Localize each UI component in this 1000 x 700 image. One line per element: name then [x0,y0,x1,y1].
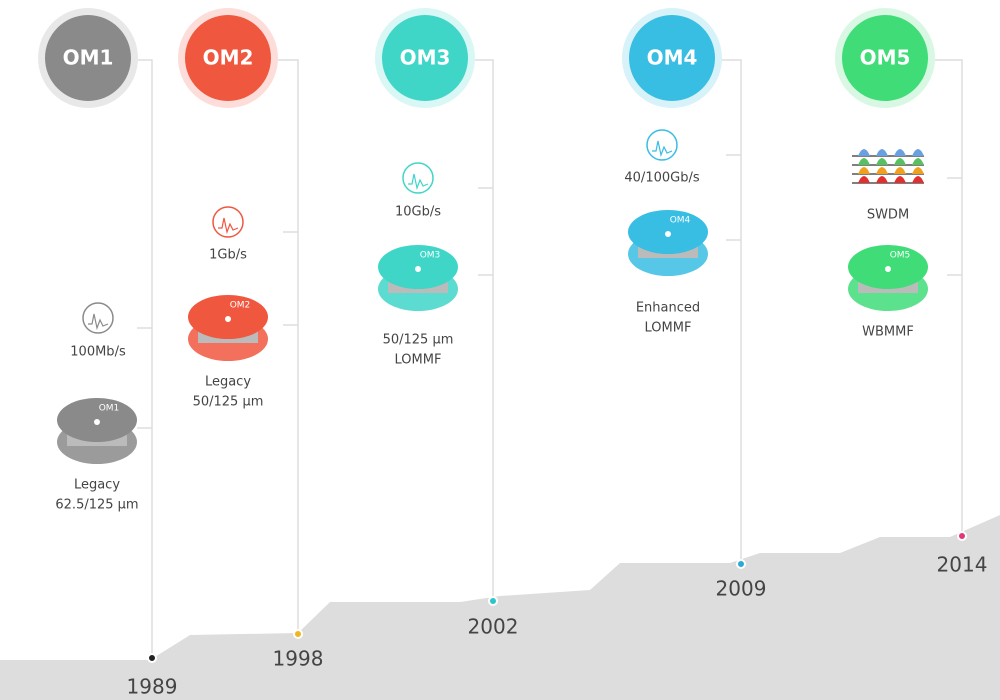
badge [45,15,131,101]
year-dot [957,531,967,541]
description: Enhanced [636,301,700,316]
year: 1998 [273,647,324,671]
spool-label: OM4 [670,216,691,226]
speed-text: 10Gb/s [395,205,441,220]
spool-label: OM2 [230,301,251,311]
swdm-peak [912,167,924,174]
swdm-peak [858,158,870,165]
description: 62.5/125 µm [55,498,138,513]
badge-text: OM2 [203,46,254,70]
speed-wave [88,313,109,331]
speed-icon [402,162,434,194]
speed-wave [408,173,429,191]
year-dot [293,629,303,639]
spool-hole [225,316,231,322]
year: 1989 [127,675,178,699]
swdm-peak [912,176,924,183]
speed-wave [652,140,673,158]
speed-icon [646,129,678,161]
year: 2009 [716,577,767,601]
badge-text: OM3 [400,46,451,70]
speed-wave [218,217,239,235]
swdm-peak [894,176,906,183]
swdm-peak [894,167,906,174]
year-dot [488,596,498,606]
description: LOMMF [645,321,692,336]
description: WBMMF [862,325,914,340]
swdm-peak [876,167,888,174]
year: 2014 [937,553,988,577]
swdm-peak [876,158,888,165]
badge-text: OM5 [860,46,911,70]
year-dot [736,559,746,569]
ground [0,515,1000,700]
swdm-peak [876,149,888,156]
swdm-peak [894,149,906,156]
spool-label: OM3 [420,251,441,261]
description: Legacy [74,478,120,493]
description: 50/125 µm [193,395,264,410]
connector [935,59,963,536]
badge-text: OM1 [63,46,114,70]
spool-label: OM1 [99,404,120,414]
connector [475,59,494,601]
swdm-peak [894,158,906,165]
spool-label: OM5 [890,251,911,261]
spool-hole [415,266,421,272]
speed-icon [212,206,244,238]
swdm-peak [858,149,870,156]
speed-icon [82,302,114,334]
badge-text: OM4 [647,46,698,70]
spool-hole [885,266,891,272]
speed-text: 1Gb/s [209,248,247,263]
description: Legacy [205,375,251,390]
swdm-peak [858,167,870,174]
spool-hole [665,231,671,237]
connector [138,59,153,658]
description: 50/125 µm [383,333,454,348]
swdm-peak [858,176,870,183]
connector [278,59,299,634]
badge [382,15,468,101]
badge [185,15,271,101]
connector [722,59,742,564]
swdm-peak [876,176,888,183]
speed-text: 100Mb/s [70,345,126,360]
description: LOMMF [395,353,442,368]
speed-text: 40/100Gb/s [624,171,699,186]
swdm-peak [912,149,924,156]
year: 2002 [468,615,519,639]
spool-hole [94,419,100,425]
badge [629,15,715,101]
year-dot [147,653,157,663]
badge [842,15,928,101]
swdm-peak [912,158,924,165]
speed-text: SWDM [867,208,909,223]
